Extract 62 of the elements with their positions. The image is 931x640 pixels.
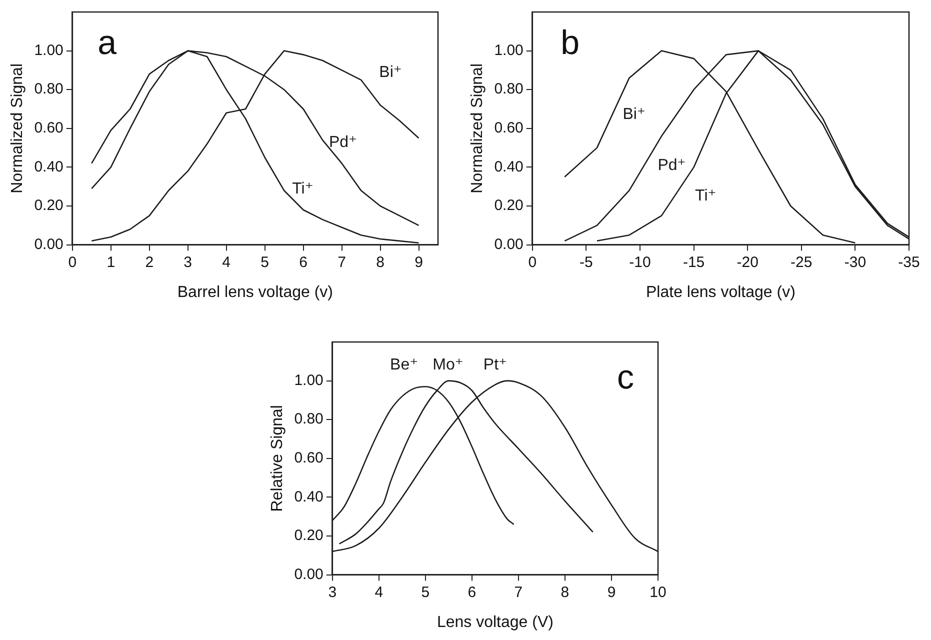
y-tick-label: 0.60 xyxy=(494,120,524,137)
y-tick-label: 1.00 xyxy=(34,42,64,59)
x-tick-label: -5 xyxy=(580,254,593,271)
x-tick-label: 9 xyxy=(414,254,423,271)
x-axis-title: Plate lens voltage (v) xyxy=(646,284,796,301)
series-label: Mo⁺ xyxy=(432,356,464,374)
y-tick-label: 0.80 xyxy=(494,80,524,98)
x-tick-label: 7 xyxy=(338,254,346,271)
y-axis-title: Normalized Signal xyxy=(469,63,486,194)
x-tick-label: 1 xyxy=(106,254,116,271)
series-label: Ti⁺ xyxy=(695,187,716,204)
y-tick-label: 0.40 xyxy=(294,488,324,506)
series-label: Pd⁺ xyxy=(328,134,357,151)
chart-title: b xyxy=(560,24,580,62)
x-tick-label: 3 xyxy=(184,254,192,271)
x-tick-label: 5 xyxy=(421,584,430,601)
x-tick-label: 0 xyxy=(68,254,77,271)
y-axis-title: Normalized Signal xyxy=(9,63,26,194)
y-tick-label: 0.80 xyxy=(294,410,324,428)
x-tick-label: 4 xyxy=(222,254,231,271)
y-tick-label: 1.00 xyxy=(494,42,524,59)
y-tick-label: 0.60 xyxy=(34,120,64,137)
x-tick-label: 8 xyxy=(560,584,570,601)
y-tick-label: 0.80 xyxy=(34,80,64,98)
y-tick-label: 0.40 xyxy=(494,158,524,176)
y-tick-label: 0.20 xyxy=(494,197,524,214)
x-tick-label: 8 xyxy=(376,254,384,271)
series-label: Bi⁺ xyxy=(622,106,646,123)
y-tick-label: 0.00 xyxy=(494,236,524,253)
x-tick-label: 0 xyxy=(528,254,537,271)
x-tick-label: 6 xyxy=(468,584,476,601)
series-label: Bi⁺ xyxy=(379,64,402,81)
x-tick-label: 6 xyxy=(299,254,308,271)
y-axis-title: Relative Signal xyxy=(269,405,286,512)
x-tick-label: 10 xyxy=(650,584,666,601)
text: c xyxy=(616,358,634,397)
x-tick-label: -35 xyxy=(898,254,920,271)
chart-title: a xyxy=(98,24,117,62)
x-tick-label: -15 xyxy=(682,254,705,271)
x-tick-label: -20 xyxy=(736,254,758,271)
series-label: Pd⁺ xyxy=(658,157,686,174)
y-tick-label: 0.00 xyxy=(294,566,324,583)
x-tick-label: 3 xyxy=(328,584,337,601)
x-axis-title: Barrel lens voltage (v) xyxy=(177,284,334,301)
y-tick-label: 0.40 xyxy=(34,158,64,176)
x-tick-label: 2 xyxy=(145,254,154,271)
x-tick-label: 7 xyxy=(514,584,523,601)
y-tick-label: 0.00 xyxy=(34,236,64,253)
y-tick-label: 0.60 xyxy=(294,450,324,467)
series-label: Ti⁺ xyxy=(292,180,314,198)
x-tick-label: 9 xyxy=(607,584,616,601)
x-axis-title: Lens voltage (V) xyxy=(436,614,554,631)
y-tick-label: 1.00 xyxy=(294,372,324,389)
y-tick-label: 0.20 xyxy=(294,527,324,544)
y-tick-label: 0.20 xyxy=(34,197,64,214)
x-tick-label: -30 xyxy=(844,254,866,271)
x-tick-label: 5 xyxy=(260,254,269,271)
series-label: Pt⁺ xyxy=(483,356,507,374)
series-label: Be⁺ xyxy=(390,356,418,374)
x-tick-label: 4 xyxy=(374,584,384,601)
x-tick-label: -25 xyxy=(790,254,812,271)
x-tick-label: -10 xyxy=(629,254,651,271)
